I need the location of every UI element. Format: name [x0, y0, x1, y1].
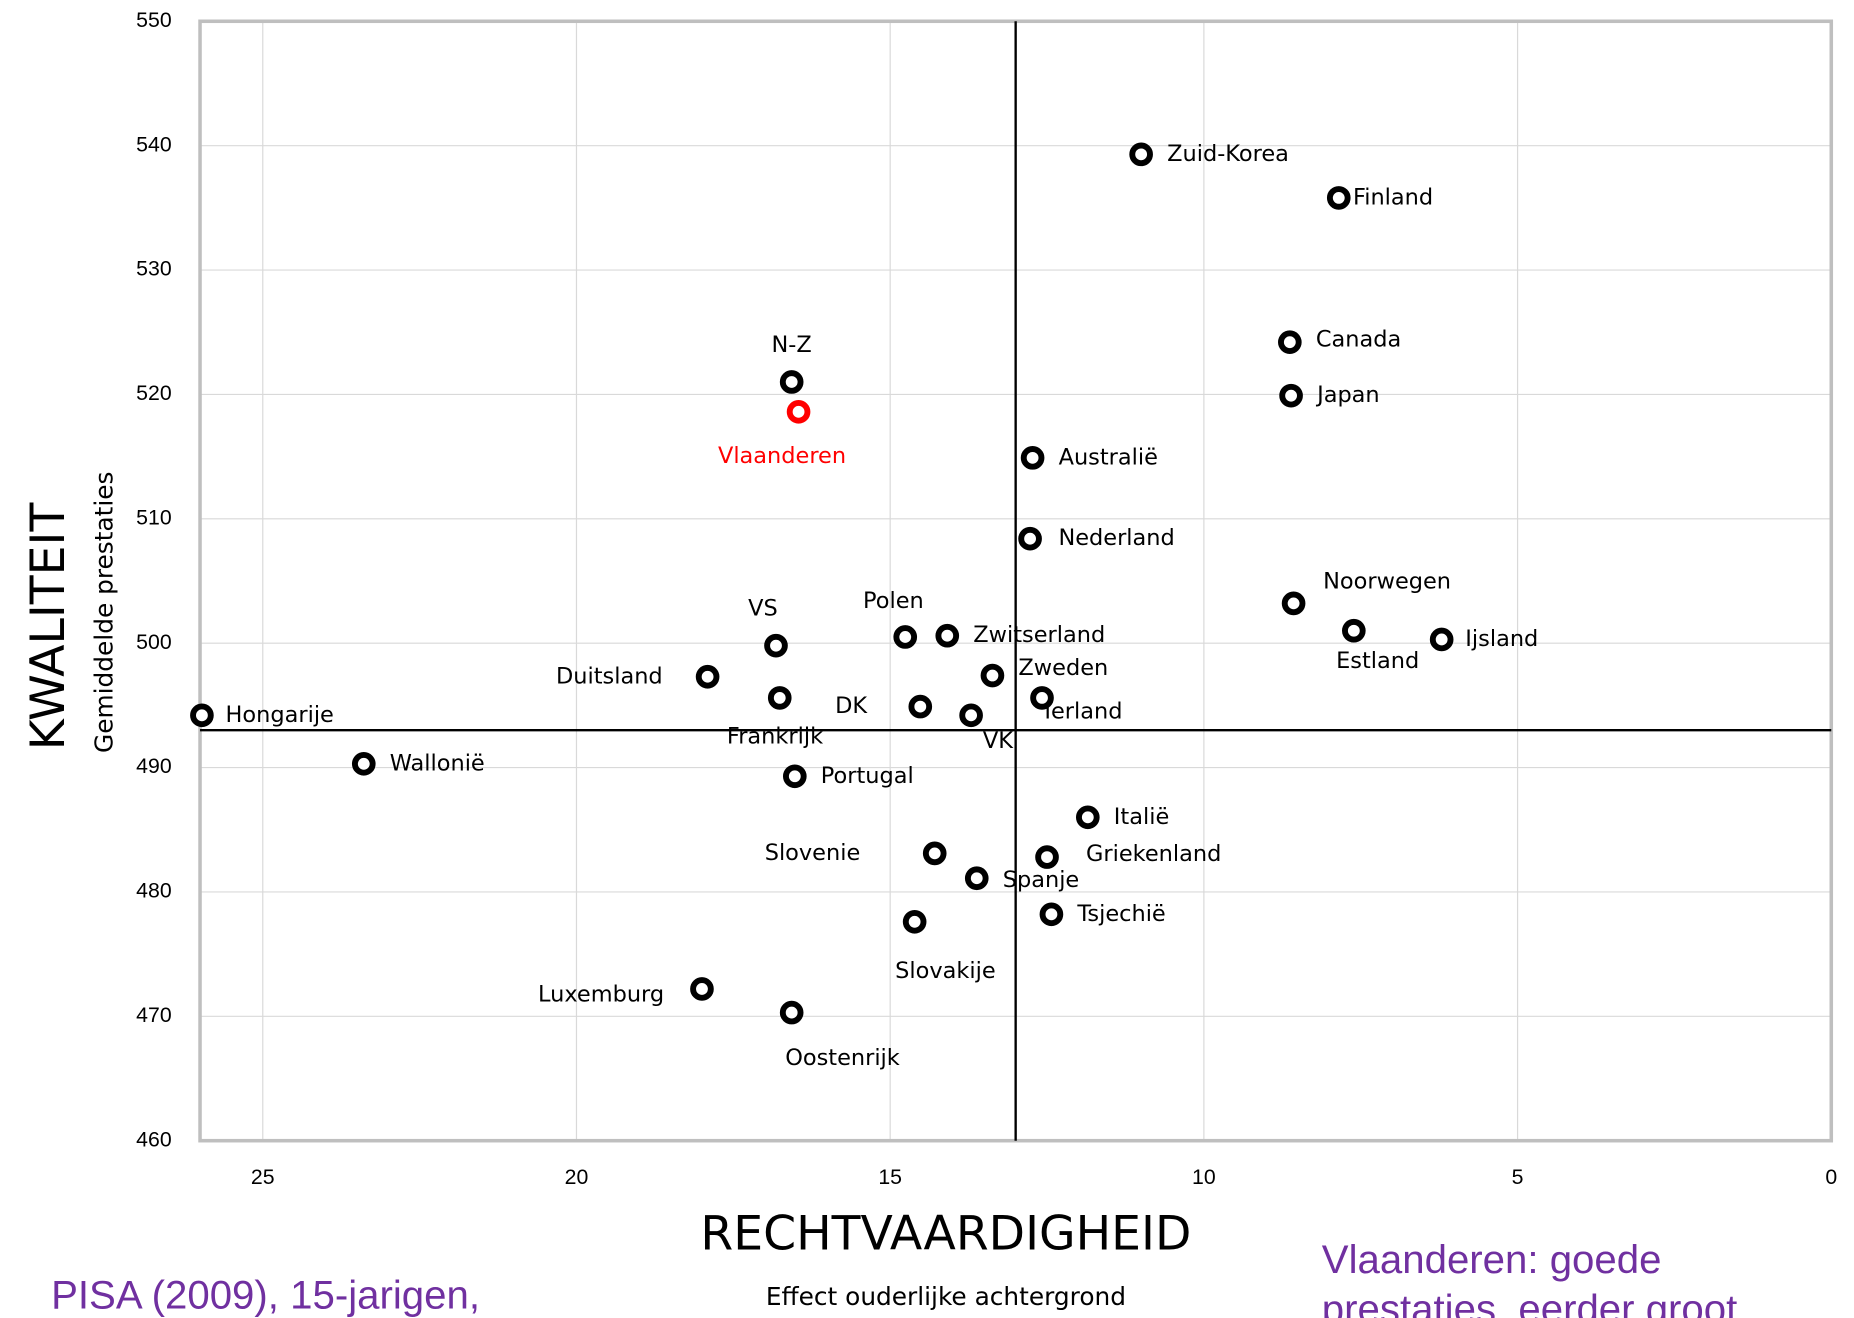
point [902, 909, 927, 934]
point [351, 752, 376, 776]
point-label: Ijsland [1465, 626, 1538, 652]
point [1075, 805, 1100, 830]
point [764, 633, 788, 658]
point-label: VS [748, 596, 778, 622]
point [1278, 330, 1302, 354]
x-axis-subtitle: Effect ouderlijke achtergrond [766, 1282, 1126, 1311]
y-axis-title: KWALITEIT [21, 502, 76, 751]
point [779, 370, 804, 394]
y-tick-label: 550 [136, 8, 171, 32]
point-label: Luxemburg [538, 981, 664, 1007]
point [1030, 686, 1054, 710]
point [980, 663, 1005, 688]
y-axis-subtitle: Gemiddelde prestaties [89, 472, 118, 753]
x-tick-label: 25 [251, 1165, 275, 1189]
point [1429, 627, 1454, 652]
point [190, 703, 214, 728]
y-tick-label: 470 [136, 1003, 171, 1027]
annotation: PISA (2009), 15-jarigen, [51, 1273, 480, 1318]
y-tick-label: 460 [136, 1127, 171, 1151]
point [1279, 383, 1303, 408]
point [1129, 142, 1153, 167]
point [782, 764, 807, 789]
point [908, 694, 933, 719]
y-tick-label: 540 [136, 132, 171, 156]
point-label: Spanje [1003, 867, 1080, 893]
point [1342, 618, 1366, 643]
point [695, 664, 720, 689]
point [786, 400, 811, 424]
y-tick-label: 520 [136, 381, 171, 405]
point-label: DK [835, 693, 868, 719]
point-label: Zuid-Korea [1167, 141, 1289, 167]
y-tick-label: 510 [136, 505, 171, 529]
point-label: Frankrijk [727, 723, 823, 749]
point-label: Noorwegen [1323, 569, 1451, 595]
point-label: Duitsland [556, 663, 663, 689]
point [1326, 186, 1351, 210]
point-label: Estland [1336, 648, 1419, 674]
y-tick-label: 530 [136, 257, 171, 281]
point-label: Vlaanderen [718, 443, 846, 469]
point-label: N-Z [772, 332, 812, 358]
annotation: Vlaanderen: goede [1322, 1237, 1662, 1282]
point [964, 866, 989, 891]
point-label: Slovakije [895, 958, 996, 984]
point [767, 686, 792, 710]
point-label: Zwitserland [973, 622, 1105, 648]
point-label: VK [983, 728, 1014, 754]
x-tick-label: 20 [565, 1165, 589, 1189]
x-tick-label: 15 [878, 1165, 902, 1189]
point-label: Slovenie [765, 840, 861, 866]
point [1035, 845, 1059, 869]
point [935, 623, 960, 648]
point [922, 841, 947, 866]
point-label: Canada [1316, 326, 1401, 352]
point [779, 1000, 804, 1025]
point-label: Tsjechië [1076, 901, 1165, 927]
x-axis-title: RECHTVAARDIGHEID [700, 1206, 1191, 1261]
point-label: Griekenland [1086, 841, 1221, 867]
point-label: Australië [1059, 444, 1158, 470]
point-label: Hongarije [226, 702, 334, 728]
point [690, 977, 714, 1001]
point [1281, 591, 1306, 616]
point-label: Japan [1315, 382, 1380, 408]
x-tick-label: 0 [1825, 1165, 1837, 1189]
annotation: prestaties, eerder groot [1322, 1287, 1738, 1318]
point-label: Finland [1353, 184, 1433, 210]
point-label: Nederland [1058, 525, 1174, 551]
point-label: Polen [863, 588, 924, 614]
point [1039, 902, 1064, 927]
point-label: Zweden [1018, 655, 1108, 681]
y-tick-label: 480 [136, 879, 171, 903]
x-tick-label: 5 [1512, 1165, 1524, 1189]
x-tick-label: 10 [1192, 1165, 1216, 1189]
point-label: Ierland [1044, 699, 1122, 725]
point [1018, 526, 1042, 551]
y-tick-label: 500 [136, 630, 171, 654]
y-tick-label: 490 [136, 754, 171, 778]
point-label: Oostenrijk [785, 1045, 900, 1071]
point [959, 703, 983, 728]
point [1020, 446, 1045, 470]
point-label: Portugal [821, 763, 914, 789]
point [893, 625, 918, 649]
point-label: Italië [1114, 804, 1169, 830]
point-label: Wallonië [390, 750, 485, 776]
